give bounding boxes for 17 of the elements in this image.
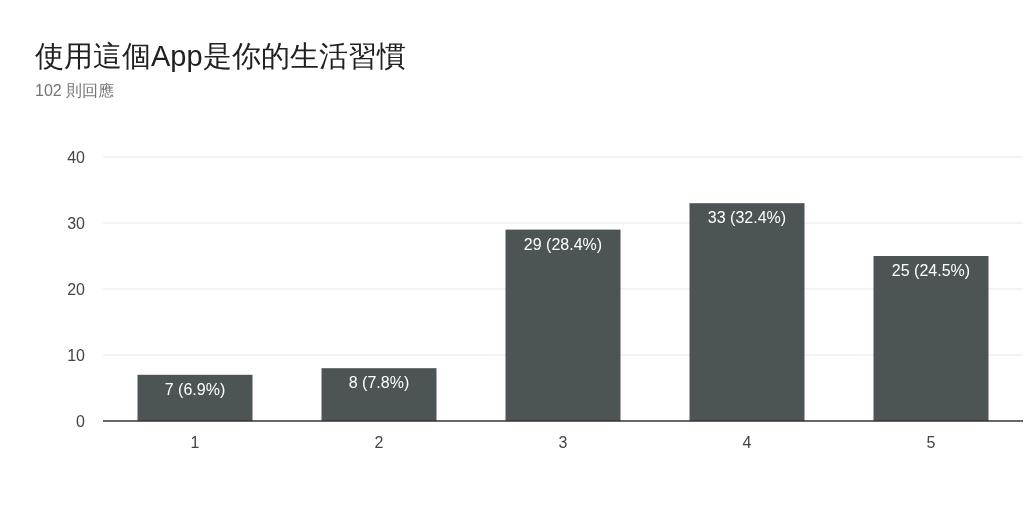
x-tick-label: 2: [374, 434, 384, 451]
y-tick-label: 20: [67, 281, 86, 298]
data-label: 29 (28.4%): [523, 235, 603, 253]
y-tick-label: 30: [67, 215, 86, 232]
x-tick-label: 4: [742, 434, 752, 451]
subtitle: 102 則回應: [35, 82, 115, 99]
data-label: 25 (24.5%): [891, 262, 971, 279]
x-tick-label: 5: [926, 434, 936, 451]
y-tick-label: 40: [67, 149, 86, 166]
data-label: 8 (7.8%): [348, 374, 410, 392]
y-tick-label: 0: [76, 413, 86, 430]
title: 使用這個App是你的生活習慣: [35, 40, 406, 72]
data-label: 7 (6.9%): [164, 380, 226, 398]
x-tick-label: 1: [190, 434, 200, 451]
data-label: 33 (32.4%): [707, 209, 787, 227]
x-tick-label: 3: [558, 434, 568, 451]
y-tick-label: 10: [67, 347, 86, 364]
